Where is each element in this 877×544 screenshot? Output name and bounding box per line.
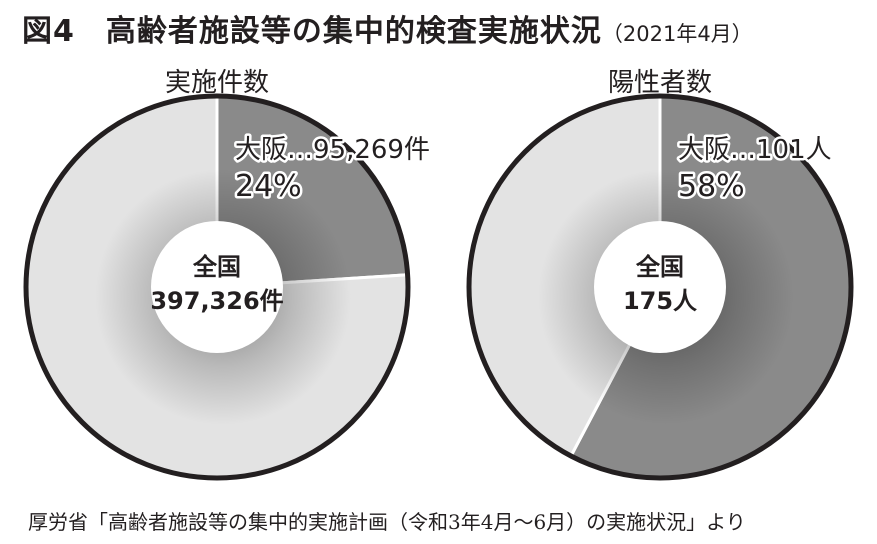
figure-title: 図4 高齢者施設等の集中的検査実施状況（2021年4月） [22, 6, 753, 50]
figure-title-main: 図4 高齢者施設等の集中的検査実施状況 [22, 14, 602, 49]
figure-title-sub: （2021年4月） [601, 22, 753, 46]
chart2-center [594, 221, 726, 353]
chart1-osaka-percent: 24% [235, 169, 302, 204]
chart2-osaka-label: 大阪…101人 [678, 135, 832, 165]
chart1-osaka-label: 大阪…95,269件 [235, 135, 430, 165]
chart1-center-label: 全国 [192, 253, 241, 281]
chart2-outline [466, 93, 854, 481]
chart1-title: 実施件数 [164, 68, 270, 98]
chart1-center [151, 221, 283, 353]
chart2-osaka-percent: 58% [678, 169, 745, 204]
chart1-center-value: 397,326件 [150, 287, 283, 315]
chart1-outline [23, 93, 411, 481]
source-note: 厚労省「高齢者施設等の集中的実施計画（令和3年4月〜6月）の実施状況」より [28, 510, 746, 534]
chart2-center-value: 175人 [623, 287, 697, 315]
chart2-center-label: 全国 [635, 253, 684, 281]
chart2-title: 陽性者数 [607, 68, 713, 98]
